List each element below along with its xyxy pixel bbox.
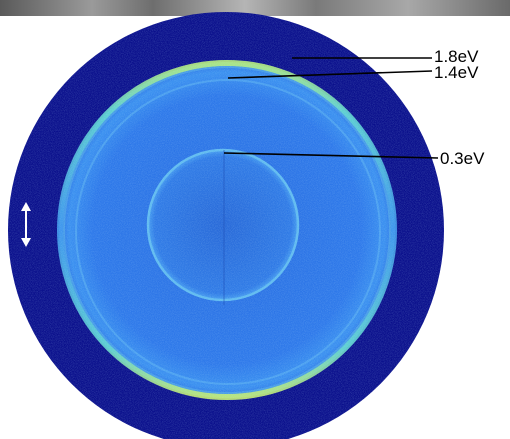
- label-0.3eV: 0.3eV: [440, 149, 485, 168]
- label-1.4eV: 1.4eV: [434, 63, 479, 82]
- leader-line-0.3eV: [223, 152, 439, 159]
- polarization-arrow-icon: [21, 202, 31, 247]
- leader-line-1.4eV: [227, 70, 433, 79]
- label-1.8eV: 1.8eV: [434, 47, 479, 66]
- apparatus-photo-strip: [0, 0, 510, 16]
